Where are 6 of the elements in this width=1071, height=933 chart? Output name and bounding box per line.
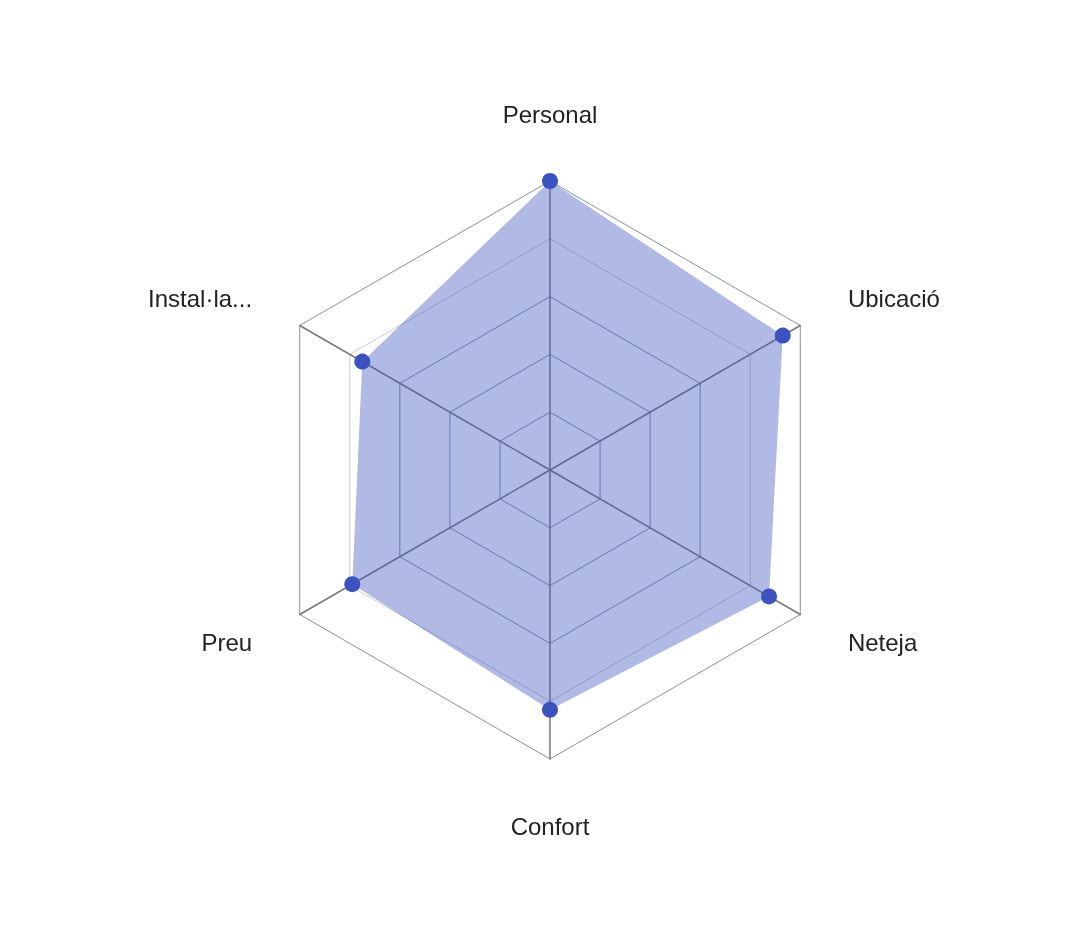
spoke-label: Ubicació: [847, 284, 940, 312]
spoke-label: Confort: [510, 812, 590, 840]
spoke-label: Preu: [201, 628, 253, 656]
spoke-label: Personal: [502, 100, 598, 128]
spoke-label: Neteja: [847, 628, 918, 656]
spoke-label: Instal·la...: [148, 284, 253, 312]
